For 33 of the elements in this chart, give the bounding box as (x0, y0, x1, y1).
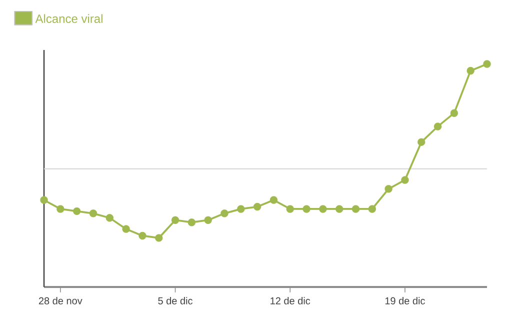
point (220, 210, 228, 218)
point (434, 122, 442, 130)
point (483, 60, 491, 68)
point (188, 218, 196, 226)
point (466, 66, 474, 75)
point (384, 185, 392, 193)
point (270, 196, 278, 204)
x-tick-label: 19 de dic (385, 297, 425, 304)
x-tick-label: 12 de dic (270, 297, 310, 304)
point (319, 205, 327, 213)
point (106, 214, 114, 222)
x-tick-label: 5 de dic (158, 297, 192, 304)
point (138, 232, 146, 240)
x-tick-label: 28 de nov (38, 297, 82, 304)
point (418, 138, 426, 146)
point (368, 205, 376, 213)
point (450, 109, 458, 117)
point (72, 207, 81, 216)
point (286, 205, 294, 213)
point (89, 210, 98, 218)
point (335, 205, 344, 213)
point (352, 205, 360, 213)
point (171, 216, 180, 224)
point (401, 176, 409, 184)
point (253, 202, 262, 211)
point (302, 205, 310, 213)
point (204, 216, 212, 224)
point (237, 205, 245, 213)
point (40, 196, 48, 204)
legend-label: Alcance viral (35, 14, 102, 23)
point (56, 205, 64, 213)
point (154, 234, 163, 242)
point (122, 225, 130, 233)
